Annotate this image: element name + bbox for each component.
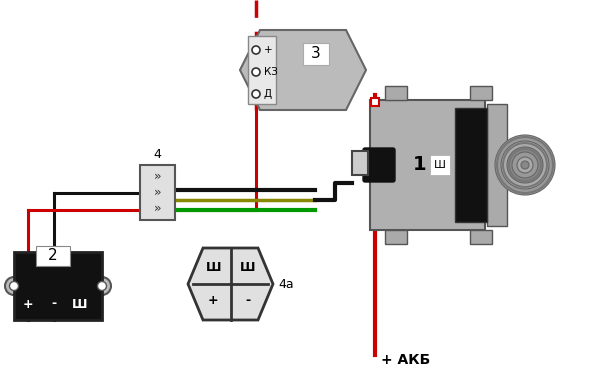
Circle shape xyxy=(512,152,538,178)
Text: -: - xyxy=(52,298,56,310)
Text: +: + xyxy=(23,298,34,310)
Text: КЗ: КЗ xyxy=(264,67,278,77)
Bar xyxy=(385,86,407,100)
Bar xyxy=(470,86,492,100)
Circle shape xyxy=(10,282,19,290)
Circle shape xyxy=(252,46,260,54)
Circle shape xyxy=(501,141,549,189)
Bar xyxy=(140,165,175,220)
Text: 1: 1 xyxy=(413,155,427,174)
Bar xyxy=(36,246,70,266)
Circle shape xyxy=(5,277,23,295)
Text: +: + xyxy=(208,294,218,307)
Bar xyxy=(455,108,487,222)
Text: »: » xyxy=(154,185,161,198)
Bar xyxy=(303,43,329,65)
Text: Ш: Ш xyxy=(205,261,221,274)
Text: 2: 2 xyxy=(48,249,58,263)
Text: + АКБ: + АКБ xyxy=(381,353,430,367)
Bar xyxy=(248,36,276,104)
Text: 4а: 4а xyxy=(278,277,293,290)
Text: Д: Д xyxy=(264,89,272,99)
Circle shape xyxy=(97,282,107,290)
Circle shape xyxy=(507,147,543,183)
Text: -: - xyxy=(245,294,250,307)
Bar xyxy=(430,155,450,175)
Bar xyxy=(370,100,485,230)
Text: »: » xyxy=(154,201,161,214)
Text: »: » xyxy=(154,169,161,182)
Polygon shape xyxy=(240,30,366,110)
Circle shape xyxy=(517,157,533,173)
Text: 3: 3 xyxy=(311,46,321,62)
Bar xyxy=(385,230,407,244)
Circle shape xyxy=(252,90,260,98)
Text: Ш: Ш xyxy=(434,160,446,170)
Text: +: + xyxy=(264,45,272,55)
Text: Ш: Ш xyxy=(240,261,256,274)
Bar xyxy=(371,98,379,106)
Circle shape xyxy=(521,161,529,169)
Circle shape xyxy=(252,68,260,76)
Bar xyxy=(14,252,102,320)
Bar xyxy=(470,230,492,244)
Bar xyxy=(487,104,507,226)
Text: 4: 4 xyxy=(154,149,161,162)
Bar xyxy=(352,151,368,175)
Circle shape xyxy=(495,135,555,195)
Polygon shape xyxy=(188,248,273,320)
FancyBboxPatch shape xyxy=(363,148,395,182)
Circle shape xyxy=(93,277,111,295)
Text: Ш: Ш xyxy=(72,298,88,310)
